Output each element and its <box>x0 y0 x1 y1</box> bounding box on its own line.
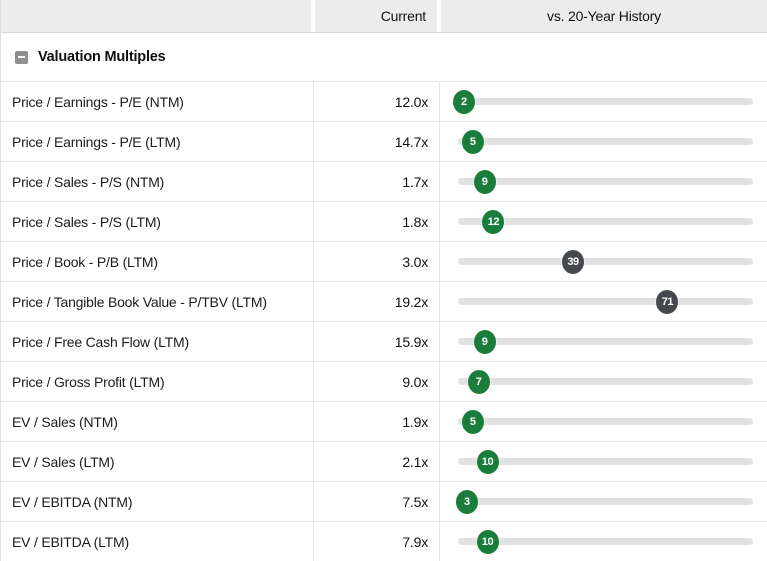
percentile-badge: 2 <box>452 89 475 114</box>
slider-track: 9 <box>458 169 753 194</box>
percentile-badge: 5 <box>461 129 484 154</box>
metric-label: Price / Earnings - P/E (LTM) <box>1 122 314 161</box>
section-header-valuation-multiples: Valuation Multiples <box>1 33 767 82</box>
current-value: 7.9x <box>314 522 440 561</box>
percentile-slider: 9 <box>440 322 767 361</box>
percentile-slider: 5 <box>440 402 767 441</box>
table-row[interactable]: Price / Sales - P/S (LTM) 1.8x 12 <box>1 202 767 242</box>
slider-track: 7 <box>458 369 753 394</box>
slider-track: 5 <box>458 129 753 154</box>
percentile-slider: 71 <box>440 282 767 321</box>
table-row[interactable]: EV / Sales (NTM) 1.9x 5 <box>1 402 767 442</box>
table-row[interactable]: Price / Sales - P/S (NTM) 1.7x 9 <box>1 162 767 202</box>
slider-track: 12 <box>458 209 753 234</box>
percentile-badge: 71 <box>656 289 679 314</box>
percentile-badge: 10 <box>476 449 499 474</box>
metric-label: EV / Sales (LTM) <box>1 442 314 481</box>
percentile-badge: 3 <box>455 489 478 514</box>
rows: Price / Earnings - P/E (NTM) 12.0x 2 Pri… <box>1 82 767 561</box>
table-row[interactable]: Price / Book - P/B (LTM) 3.0x 39 <box>1 242 767 282</box>
percentile-slider: 39 <box>440 242 767 281</box>
section-title: Valuation Multiples <box>38 49 166 65</box>
metric-label: Price / Free Cash Flow (LTM) <box>1 322 314 361</box>
slider-track: 39 <box>458 249 753 274</box>
current-value: 14.7x <box>314 122 440 161</box>
slider-track: 71 <box>458 289 753 314</box>
percentile-slider: 5 <box>440 122 767 161</box>
percentile-slider: 3 <box>440 482 767 521</box>
column-header-history: vs. 20-Year History <box>441 0 767 32</box>
percentile-slider: 7 <box>440 362 767 401</box>
percentile-badge: 12 <box>482 209 505 234</box>
metric-label: Price / Sales - P/S (NTM) <box>1 162 314 201</box>
metric-label: Price / Tangible Book Value - P/TBV (LTM… <box>1 282 314 321</box>
table-row[interactable]: EV / EBITDA (NTM) 7.5x 3 <box>1 482 767 522</box>
metric-label: Price / Earnings - P/E (NTM) <box>1 82 314 121</box>
metric-label: Price / Gross Profit (LTM) <box>1 362 314 401</box>
percentile-badge: 5 <box>461 409 484 434</box>
current-value: 2.1x <box>314 442 440 481</box>
metric-label: EV / EBITDA (LTM) <box>1 522 314 561</box>
metric-label: Price / Book - P/B (LTM) <box>1 242 314 281</box>
table-row[interactable]: Price / Tangible Book Value - P/TBV (LTM… <box>1 282 767 322</box>
percentile-slider: 10 <box>440 522 767 561</box>
current-value: 1.8x <box>314 202 440 241</box>
header-metric-spacer <box>1 0 311 32</box>
metric-label: EV / Sales (NTM) <box>1 402 314 441</box>
percentile-badge: 9 <box>473 169 496 194</box>
percentile-badge: 10 <box>476 529 499 554</box>
current-value: 15.9x <box>314 322 440 361</box>
metric-label: Price / Sales - P/S (LTM) <box>1 202 314 241</box>
column-header-current: Current <box>315 0 437 32</box>
percentile-slider: 2 <box>440 82 767 121</box>
current-value: 1.9x <box>314 402 440 441</box>
slider-track: 2 <box>452 89 753 114</box>
current-value: 7.5x <box>314 482 440 521</box>
collapse-minus-icon[interactable] <box>15 50 28 64</box>
table-header-row: Current vs. 20-Year History <box>1 0 767 33</box>
table-row[interactable]: EV / Sales (LTM) 2.1x 10 <box>1 442 767 482</box>
current-value: 3.0x <box>314 242 440 281</box>
current-value: 9.0x <box>314 362 440 401</box>
table-row[interactable]: Price / Gross Profit (LTM) 9.0x 7 <box>1 362 767 402</box>
current-value: 1.7x <box>314 162 440 201</box>
table-row[interactable]: Price / Free Cash Flow (LTM) 15.9x 9 <box>1 322 767 362</box>
current-value: 12.0x <box>314 82 440 121</box>
slider-track: 9 <box>458 329 753 354</box>
slider-track: 10 <box>458 529 753 554</box>
percentile-slider: 9 <box>440 162 767 201</box>
percentile-slider: 10 <box>440 442 767 481</box>
percentile-badge: 7 <box>467 369 490 394</box>
table-row[interactable]: EV / EBITDA (LTM) 7.9x 10 <box>1 522 767 561</box>
metric-label: EV / EBITDA (NTM) <box>1 482 314 521</box>
slider-track: 10 <box>458 449 753 474</box>
slider-track: 5 <box>458 409 753 434</box>
percentile-badge: 9 <box>473 329 496 354</box>
percentile-slider: 12 <box>440 202 767 241</box>
table-row[interactable]: Price / Earnings - P/E (NTM) 12.0x 2 <box>1 82 767 122</box>
current-value: 19.2x <box>314 282 440 321</box>
percentile-badge: 39 <box>562 249 585 274</box>
table-row[interactable]: Price / Earnings - P/E (LTM) 14.7x 5 <box>1 122 767 162</box>
slider-track: 3 <box>455 489 753 514</box>
